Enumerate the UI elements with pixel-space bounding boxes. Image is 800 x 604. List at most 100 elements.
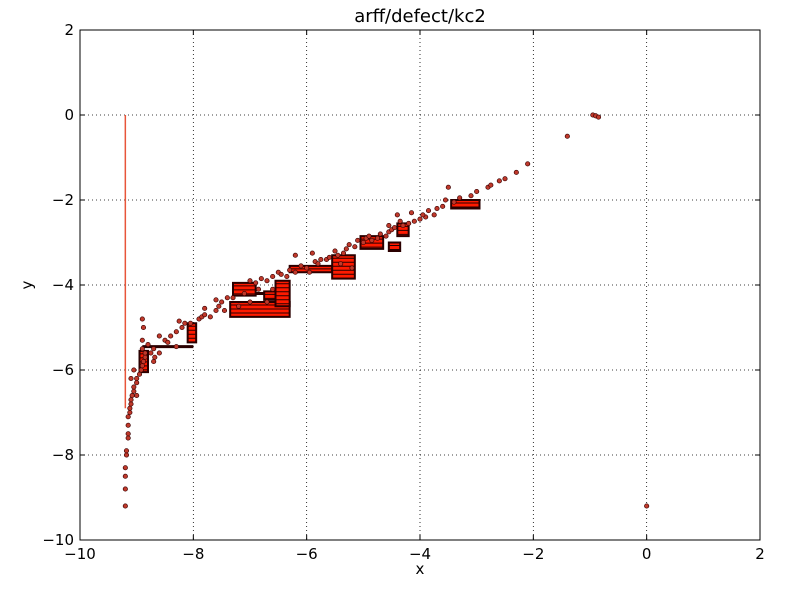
data-point bbox=[182, 320, 188, 326]
data-point bbox=[134, 380, 140, 386]
data-point bbox=[406, 220, 412, 226]
data-point bbox=[179, 324, 185, 331]
data-point bbox=[264, 278, 270, 284]
data-point bbox=[151, 346, 157, 352]
data-point bbox=[513, 169, 519, 175]
data-point bbox=[434, 205, 440, 212]
data-point bbox=[142, 354, 148, 360]
data-point bbox=[474, 188, 480, 195]
data-point bbox=[457, 195, 463, 201]
data-point bbox=[374, 235, 381, 241]
data-point bbox=[468, 193, 474, 199]
data-point bbox=[564, 133, 570, 139]
data-point bbox=[134, 375, 140, 382]
data-point bbox=[140, 324, 147, 331]
data-point bbox=[173, 329, 179, 335]
data-point bbox=[125, 422, 131, 428]
data-point bbox=[165, 339, 171, 345]
data-point bbox=[352, 244, 358, 250]
y-tick-label: −8 bbox=[52, 446, 74, 464]
data-point bbox=[366, 233, 372, 239]
data-point bbox=[128, 401, 134, 407]
data-point bbox=[131, 367, 137, 373]
data-point bbox=[247, 299, 253, 305]
data-point bbox=[221, 307, 228, 314]
data-point bbox=[306, 269, 313, 275]
data-point bbox=[255, 286, 262, 292]
data-point bbox=[442, 197, 449, 203]
data-point bbox=[440, 203, 446, 209]
data-point bbox=[148, 350, 154, 356]
chart-title: arff/defect/kc2 bbox=[354, 6, 486, 27]
plot-frame bbox=[79, 29, 761, 541]
data-point bbox=[156, 333, 162, 339]
data-point bbox=[151, 358, 157, 365]
data-point bbox=[340, 250, 347, 256]
data-point bbox=[292, 252, 298, 258]
y-tick-label: −6 bbox=[52, 361, 74, 379]
x-ticks: −10 −8 −6 −4 −2 0 2 bbox=[64, 30, 765, 563]
data-point bbox=[202, 312, 208, 318]
data-point bbox=[270, 273, 276, 280]
data-point bbox=[156, 350, 162, 356]
y-tick-label: −10 bbox=[42, 531, 74, 549]
data-point bbox=[139, 337, 145, 343]
data-point bbox=[136, 371, 143, 377]
data-point bbox=[213, 297, 219, 303]
data-point bbox=[335, 252, 341, 258]
data-point bbox=[139, 363, 145, 369]
data-point bbox=[304, 265, 310, 271]
data-point bbox=[142, 350, 148, 356]
y-tick-label: −2 bbox=[52, 191, 74, 209]
data-point bbox=[408, 210, 415, 216]
data-point bbox=[270, 286, 276, 292]
y-tick-label: 0 bbox=[64, 106, 74, 124]
data-point bbox=[355, 237, 361, 243]
y-tick-label: 2 bbox=[64, 21, 74, 39]
data-point bbox=[134, 392, 140, 399]
data-point bbox=[125, 431, 131, 437]
data-point bbox=[224, 295, 230, 301]
x-tick-label: −4 bbox=[409, 545, 431, 563]
data-point bbox=[176, 318, 182, 324]
data-point bbox=[122, 486, 128, 492]
data-point bbox=[400, 222, 406, 229]
data-point bbox=[644, 503, 650, 509]
data-point bbox=[131, 388, 137, 394]
data-point bbox=[338, 261, 344, 267]
data-point bbox=[139, 346, 145, 352]
data-point bbox=[298, 263, 304, 269]
data-point bbox=[187, 320, 194, 326]
data-point bbox=[349, 265, 355, 271]
data-point bbox=[425, 208, 432, 214]
data-point bbox=[219, 299, 225, 305]
data-point bbox=[318, 256, 324, 263]
data-point bbox=[139, 316, 145, 322]
data-point bbox=[391, 225, 398, 231]
data-point bbox=[127, 409, 133, 416]
data-point bbox=[525, 161, 531, 167]
data-point bbox=[502, 176, 508, 182]
x-axis-label: x bbox=[416, 560, 425, 578]
data-point bbox=[230, 295, 236, 301]
data-point bbox=[343, 246, 349, 252]
data-point bbox=[284, 273, 290, 280]
data-point bbox=[383, 233, 389, 239]
data-point bbox=[595, 114, 602, 120]
x-tick-label: −10 bbox=[64, 545, 96, 563]
data-point bbox=[216, 303, 222, 309]
data-point bbox=[417, 216, 423, 222]
data-point bbox=[394, 212, 400, 218]
data-point bbox=[309, 250, 315, 256]
data-point bbox=[129, 392, 135, 399]
data-point bbox=[451, 199, 457, 205]
dense-block bbox=[450, 199, 481, 210]
data-point bbox=[236, 303, 242, 309]
data-point bbox=[411, 218, 417, 224]
y-tick-label: −4 bbox=[52, 276, 74, 294]
plot-data bbox=[122, 112, 650, 509]
data-point bbox=[152, 354, 158, 360]
data-point bbox=[377, 231, 383, 237]
data-point bbox=[138, 367, 144, 373]
data-point bbox=[123, 448, 130, 454]
